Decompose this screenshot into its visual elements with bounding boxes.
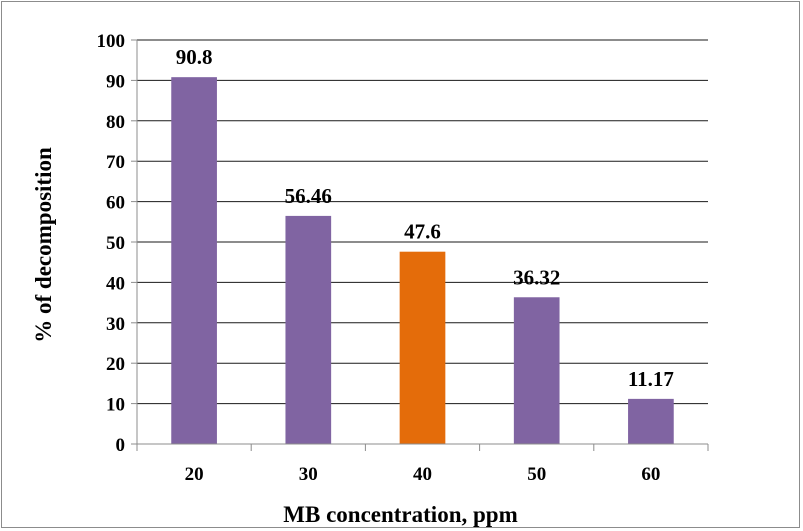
labels: 0 10 20 30 40 50 60 70 80 90 100 90.8 20 56.46 30 47.6 4… bbox=[97, 31, 674, 485]
gridlines bbox=[137, 39, 708, 405]
bar-50 bbox=[513, 297, 560, 444]
x-axis-title: MB concentration, ppm bbox=[283, 502, 517, 527]
data-label-20: 90.8 bbox=[176, 45, 213, 69]
y-tick-label: 10 bbox=[106, 395, 125, 416]
data-label-50: 36.32 bbox=[513, 265, 560, 289]
y-tick-label: 40 bbox=[106, 273, 125, 294]
x-tick-label: 30 bbox=[299, 464, 318, 485]
x-tick-label: 40 bbox=[413, 464, 432, 485]
y-tick-label: 80 bbox=[106, 112, 125, 133]
axes bbox=[131, 39, 709, 451]
x-tick-label: 50 bbox=[527, 464, 546, 485]
data-label-40: 47.6 bbox=[404, 220, 441, 244]
y-tick-label: 60 bbox=[106, 193, 125, 214]
y-axis-title: % of decomposition bbox=[31, 147, 56, 343]
bar-40 bbox=[399, 251, 446, 444]
y-tick-label: 0 bbox=[116, 435, 126, 456]
bar-20 bbox=[171, 77, 217, 444]
bar-30 bbox=[285, 215, 332, 444]
x-tick-label: 20 bbox=[185, 464, 204, 485]
bars bbox=[171, 77, 674, 444]
y-tick-label: 100 bbox=[97, 31, 126, 52]
data-label-60: 11.17 bbox=[628, 367, 674, 391]
bar-60 bbox=[628, 398, 674, 444]
y-tick-label: 20 bbox=[106, 354, 125, 375]
y-tick-label: 90 bbox=[106, 71, 125, 92]
x-tick-label: 60 bbox=[641, 464, 660, 485]
y-tick-label: 70 bbox=[106, 152, 125, 173]
y-tick-label: 30 bbox=[106, 314, 125, 335]
data-label-30: 56.46 bbox=[285, 184, 332, 208]
y-tick-label: 50 bbox=[106, 233, 125, 254]
